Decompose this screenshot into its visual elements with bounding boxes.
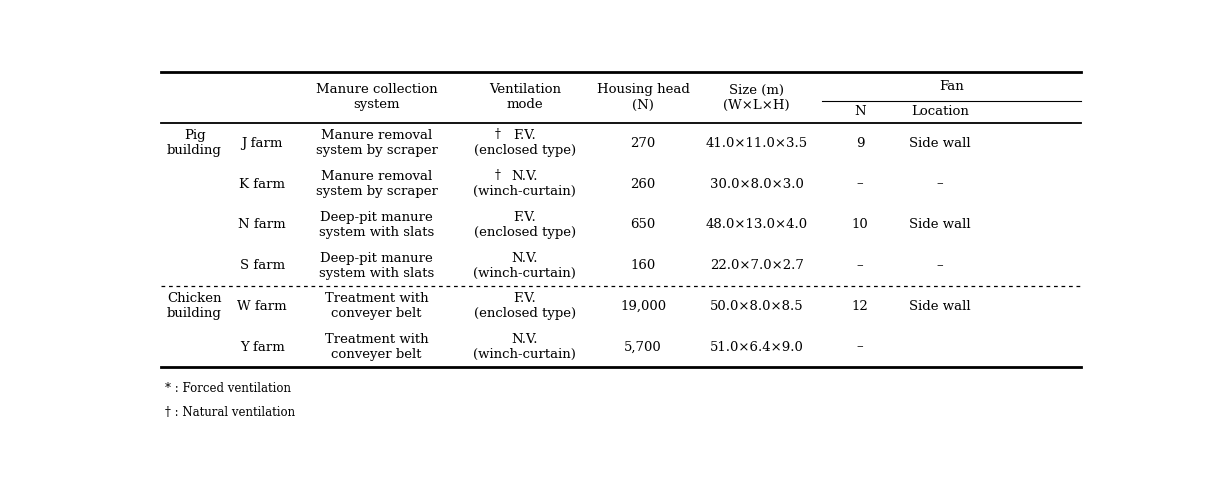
- Text: * : Forced ventilation: * : Forced ventilation: [166, 382, 292, 394]
- Text: Side wall: Side wall: [909, 219, 970, 231]
- Text: Size (m)
(W×L×H): Size (m) (W×L×H): [723, 83, 790, 111]
- Text: 41.0×11.0×3.5: 41.0×11.0×3.5: [706, 137, 808, 150]
- Text: N.V.
(winch-curtain): N.V. (winch-curtain): [474, 170, 576, 198]
- Text: –: –: [936, 177, 943, 191]
- Text: K farm: K farm: [239, 177, 285, 191]
- Text: –: –: [856, 259, 863, 272]
- Text: Side wall: Side wall: [909, 137, 970, 150]
- Text: 22.0×7.0×2.7: 22.0×7.0×2.7: [710, 259, 804, 272]
- Text: 160: 160: [631, 259, 656, 272]
- Text: –: –: [936, 259, 943, 272]
- Text: Manure removal
system by scraper: Manure removal system by scraper: [316, 129, 437, 157]
- Text: 30.0×8.0×3.0: 30.0×8.0×3.0: [710, 177, 804, 191]
- Text: Side wall: Side wall: [909, 300, 970, 313]
- Text: 51.0×6.4×9.0: 51.0×6.4×9.0: [710, 341, 804, 354]
- Text: 50.0×8.0×8.5: 50.0×8.0×8.5: [710, 300, 804, 313]
- Text: N: N: [854, 105, 866, 119]
- Text: Pig
building: Pig building: [167, 129, 222, 157]
- Text: F.V.
(enclosed type): F.V. (enclosed type): [474, 129, 576, 157]
- Text: †: †: [495, 128, 501, 141]
- Text: 650: 650: [631, 219, 656, 231]
- Text: 19,000: 19,000: [620, 300, 666, 313]
- Text: N farm: N farm: [239, 219, 286, 231]
- Text: 270: 270: [631, 137, 656, 150]
- Text: J farm: J farm: [241, 137, 283, 150]
- Text: Location: Location: [911, 105, 969, 119]
- Text: 5,700: 5,700: [625, 341, 662, 354]
- Text: 260: 260: [631, 177, 656, 191]
- Text: F.V.
(enclosed type): F.V. (enclosed type): [474, 293, 576, 320]
- Text: Ventilation
mode: Ventilation mode: [489, 83, 561, 111]
- Text: Chicken
building: Chicken building: [167, 293, 222, 320]
- Text: Y farm: Y farm: [240, 341, 285, 354]
- Text: † : Natural ventilation: † : Natural ventilation: [166, 406, 295, 419]
- Text: Deep-pit manure
system with slats: Deep-pit manure system with slats: [318, 251, 435, 280]
- Text: Manure removal
system by scraper: Manure removal system by scraper: [316, 170, 437, 198]
- Text: 9: 9: [856, 137, 865, 150]
- Text: Housing head
(N): Housing head (N): [597, 83, 689, 111]
- Text: N.V.
(winch-curtain): N.V. (winch-curtain): [474, 333, 576, 361]
- Text: –: –: [856, 341, 863, 354]
- Text: †: †: [495, 169, 501, 182]
- Text: Fan: Fan: [939, 80, 964, 93]
- Text: N.V.
(winch-curtain): N.V. (winch-curtain): [474, 251, 576, 280]
- Text: F.V.
(enclosed type): F.V. (enclosed type): [474, 211, 576, 239]
- Text: 48.0×13.0×4.0: 48.0×13.0×4.0: [706, 219, 808, 231]
- Text: Treatment with
conveyer belt: Treatment with conveyer belt: [325, 293, 429, 320]
- Text: W farm: W farm: [237, 300, 287, 313]
- Text: –: –: [856, 177, 863, 191]
- Text: Treatment with
conveyer belt: Treatment with conveyer belt: [325, 333, 429, 361]
- Text: Manure collection
system: Manure collection system: [316, 83, 437, 111]
- Text: S farm: S farm: [240, 259, 285, 272]
- Text: 12: 12: [851, 300, 868, 313]
- Text: Deep-pit manure
system with slats: Deep-pit manure system with slats: [318, 211, 435, 239]
- Text: 10: 10: [851, 219, 868, 231]
